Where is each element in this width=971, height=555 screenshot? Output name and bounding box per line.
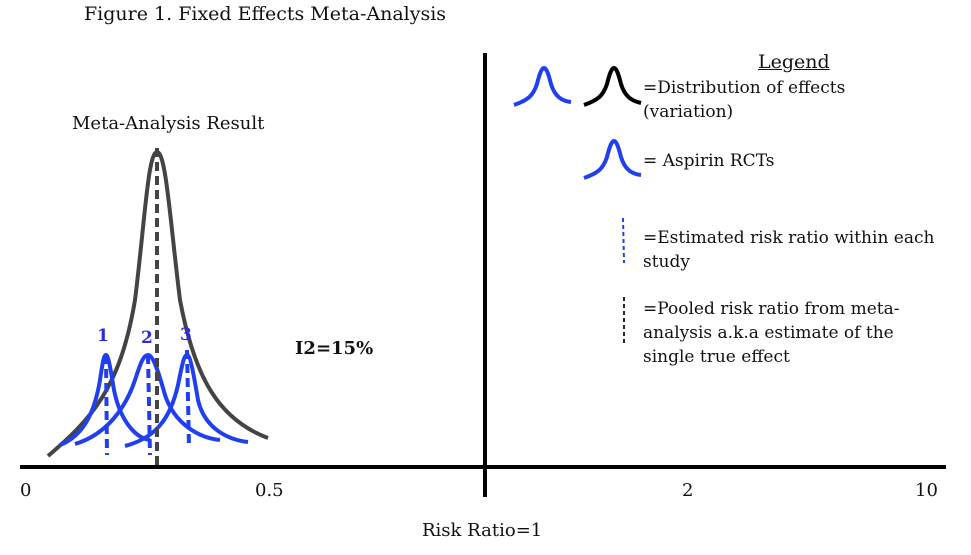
legend-blue-dashed-line-icon [622, 217, 625, 264]
study-3-label: 3 [180, 325, 192, 345]
meta-analysis-result-label: Meta-Analysis Result [72, 113, 265, 134]
legend-pooled-estimate-text: =Pooled risk ratio from meta-analysis a.… [643, 299, 900, 367]
heterogeneity-label: I2=15% [295, 338, 374, 359]
tick-label-10: 10 [915, 480, 938, 501]
x-axis-label: Risk Ratio=1 [422, 520, 543, 541]
study-3-estimate-line [185, 349, 191, 449]
study-2-curve [74, 352, 221, 446]
legend-rct-curve-icon [583, 138, 642, 180]
tick-label-0: 0 [20, 480, 32, 501]
legend-study-estimate-text: =Estimated risk ratio within each study [643, 228, 935, 272]
study-1-estimate-line [104, 354, 109, 456]
study-2-label: 2 [141, 328, 153, 348]
legend-rct-text: = Aspirin RCTs [643, 151, 775, 171]
tick-label-2: 2 [682, 480, 694, 501]
legend-black-curve-icon [583, 65, 642, 107]
legend-distribution-text: =Distribution of effects (variation) [643, 78, 846, 122]
legend-title: Legend [758, 51, 830, 73]
study-1-curve [59, 352, 151, 447]
figure-title: Figure 1. Fixed Effects Meta-Analysis [84, 3, 447, 25]
study-1-label: 1 [97, 326, 109, 346]
tick-label-0-5: 0.5 [255, 480, 284, 501]
study-2-estimate-line [146, 354, 152, 456]
legend-blue-curve-icon [513, 65, 572, 107]
